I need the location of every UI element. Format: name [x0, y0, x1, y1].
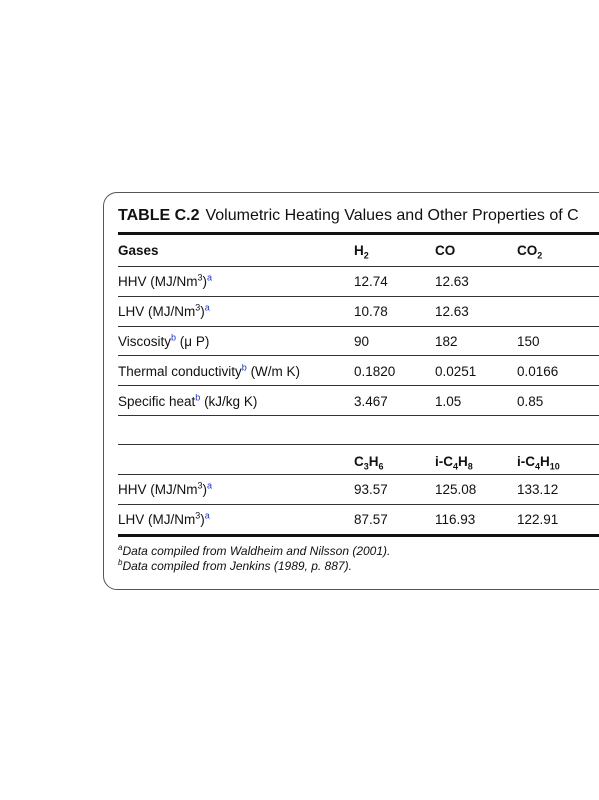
cell-co2: 150 [517, 334, 540, 349]
header2-top-rule [118, 444, 599, 445]
row-rule [118, 355, 599, 356]
cell-h2: 3.467 [354, 394, 388, 409]
header-co: CO [435, 243, 456, 258]
cell-h2: 12.74 [354, 274, 388, 289]
cell-co: 12.63 [435, 274, 469, 289]
cell-c3h6: 93.57 [354, 482, 388, 497]
header-ic4h8: i-C4H8 [435, 454, 473, 472]
row-label: HHV (MJ/Nm3)a [118, 272, 213, 289]
table-title-text: Volumetric Heating Values and Other Prop… [205, 207, 579, 224]
cell-co: 1.05 [435, 394, 462, 409]
header-gases: Gases [118, 243, 159, 258]
cell-ic4h8: 125.08 [435, 482, 477, 497]
top-rule [118, 232, 599, 235]
section-rule [118, 415, 599, 416]
header-co2: CO2 [517, 243, 543, 261]
cell-co: 12.63 [435, 304, 469, 319]
cell-co2: 0.85 [517, 394, 544, 409]
table-number: TABLE C.2 [118, 207, 200, 224]
cell-ic4h8: 116.93 [435, 512, 476, 527]
bottom-rule [118, 534, 599, 537]
row-rule [118, 326, 599, 327]
cell-co: 0.0251 [435, 364, 477, 379]
cell-h2: 10.78 [354, 304, 388, 319]
row-label: HHV (MJ/Nm3)a [118, 480, 213, 497]
row-rule [118, 385, 599, 386]
cell-c3h6: 87.57 [354, 512, 388, 527]
table-frame [103, 192, 599, 590]
header-c3h6: C3H6 [354, 454, 384, 472]
table-title: TABLE C.2 Volumetric Heating Values and O… [118, 207, 579, 225]
footnote-a: aData compiled from Waldheim and Nilsson… [118, 543, 391, 559]
row-label: Specific heatb (kJ/kg K) [118, 392, 258, 409]
cell-h2: 90 [354, 334, 370, 349]
row-label: Thermal conductivityb (W/m K) [118, 362, 301, 379]
row-label: LHV (MJ/Nm3)a [118, 510, 210, 527]
header-ic4h10: i-C4H10 [517, 454, 560, 472]
cell-co: 182 [435, 334, 458, 349]
row-label: LHV (MJ/Nm3)a [118, 302, 210, 319]
row-label: Viscosityb (μ P) [118, 332, 210, 349]
row-rule [118, 504, 599, 505]
cell-ic4h10: 133.12 [517, 482, 559, 497]
cell-co2: 0.0166 [517, 364, 559, 379]
row-rule [118, 296, 599, 297]
cell-ic4h10: 122.91 [517, 512, 559, 527]
footnote-b: bData compiled from Jenkins (1989, p. 88… [118, 558, 352, 574]
header-h2: H2 [354, 243, 369, 261]
header2-rule [118, 474, 599, 475]
header-rule [118, 266, 599, 267]
cell-h2: 0.1820 [354, 364, 396, 379]
